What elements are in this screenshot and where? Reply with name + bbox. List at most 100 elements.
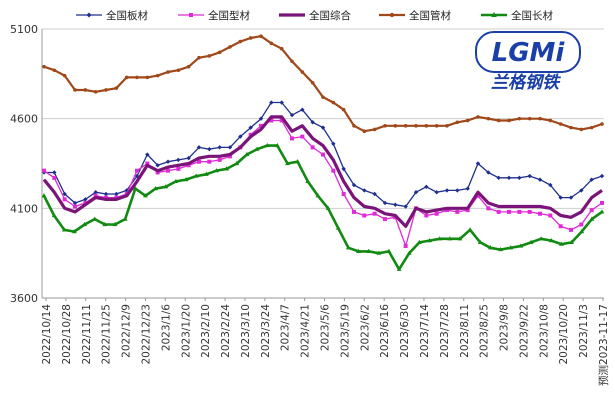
data-point	[227, 145, 233, 150]
data-point	[183, 177, 189, 182]
x-tick-label: 2023/9/8	[499, 304, 511, 351]
data-point	[331, 141, 336, 146]
series-pipe	[42, 34, 604, 134]
data-point	[92, 216, 98, 221]
data-point	[403, 243, 408, 248]
data-point	[114, 195, 119, 200]
data-point	[238, 134, 243, 139]
x-tick-label: 2023/7/28	[439, 304, 451, 358]
legend-item-pipe: 全国管材	[379, 9, 451, 22]
data-point	[393, 202, 398, 207]
data-point	[434, 189, 439, 195]
data-point	[362, 213, 367, 218]
data-point	[104, 195, 108, 200]
data-point	[341, 107, 346, 112]
brand-logo: LGMi 兰格钢铁	[475, 31, 581, 93]
data-point	[486, 170, 491, 175]
x-tick-label: 2023/5/6	[320, 304, 332, 351]
data-point	[310, 120, 315, 125]
data-point	[279, 46, 284, 51]
data-point	[406, 250, 412, 255]
data-point	[589, 208, 594, 213]
x-axis: 2022/10/14 2022/10/28 2022/11/11 2022/11/25…	[41, 298, 610, 386]
y-tick-label: 3600	[10, 292, 38, 305]
data-point	[305, 178, 311, 184]
data-point	[61, 227, 67, 232]
data-point	[331, 168, 336, 173]
data-point	[176, 166, 181, 171]
data-point	[103, 191, 109, 197]
x-tick-label: 2023/7/14	[419, 304, 431, 358]
data-point	[558, 122, 563, 126]
x-tick-label: 2023/2/24	[220, 304, 232, 358]
data-point	[496, 209, 501, 214]
data-point	[538, 116, 542, 121]
x-tick-label: 2023/8/25	[479, 304, 491, 358]
data-point	[445, 208, 449, 213]
data-point	[234, 160, 240, 166]
data-point	[93, 89, 98, 94]
y-tick-label: 4600	[10, 113, 38, 126]
data-point	[506, 175, 512, 181]
data-point	[320, 125, 326, 130]
x-tick-label: 2023/1/20	[180, 304, 192, 358]
data-point	[437, 236, 443, 241]
data-point	[477, 239, 483, 245]
data-point	[600, 200, 604, 205]
x-tick-label: 2023/4/7	[280, 304, 292, 351]
data-point	[599, 173, 605, 179]
data-point	[548, 118, 553, 123]
data-point	[362, 188, 367, 193]
data-point	[356, 248, 361, 253]
data-point	[548, 213, 553, 218]
data-point	[145, 152, 150, 157]
data-point	[569, 125, 573, 130]
data-point	[248, 125, 253, 130]
data-point	[414, 124, 418, 128]
data-point	[558, 195, 563, 200]
data-point	[145, 75, 150, 80]
data-point	[166, 168, 170, 173]
data-point	[396, 266, 402, 271]
x-tick-label: 2023/2/10	[200, 304, 212, 358]
data-point	[132, 186, 138, 191]
data-point	[403, 124, 408, 128]
x-tick-label: 2023/8/11	[459, 304, 471, 358]
data-point	[254, 146, 260, 151]
x-tick-label: 2023/9/22	[518, 304, 530, 358]
data-point	[579, 229, 585, 234]
data-point	[269, 100, 274, 105]
data-point	[315, 193, 321, 198]
data-point	[372, 211, 377, 216]
data-point	[589, 216, 595, 221]
x-tick-label: 2023/10/20	[558, 304, 570, 365]
legend-label: 全国管材	[409, 9, 451, 22]
data-point	[269, 118, 274, 123]
data-point	[193, 173, 199, 178]
data-point	[176, 68, 181, 73]
data-point	[73, 204, 77, 209]
data-point	[310, 145, 315, 150]
data-point	[176, 157, 181, 163]
data-point	[517, 116, 522, 121]
data-point	[507, 118, 511, 123]
data-point	[508, 245, 514, 250]
legend-label: 全国长材	[511, 9, 553, 22]
data-point	[427, 238, 432, 243]
data-point	[42, 168, 46, 173]
data-point	[124, 75, 129, 80]
data-point	[285, 160, 290, 166]
data-point	[173, 178, 179, 184]
data-point	[569, 239, 574, 245]
x-tick-label: 2023/1/6	[160, 304, 172, 351]
data-point	[362, 129, 367, 134]
data-point	[527, 173, 532, 179]
data-point	[83, 197, 88, 202]
data-point	[376, 250, 382, 255]
data-point	[383, 217, 387, 222]
data-point	[310, 81, 315, 85]
data-point	[589, 125, 594, 130]
data-point	[372, 127, 377, 132]
data-point	[135, 168, 139, 173]
